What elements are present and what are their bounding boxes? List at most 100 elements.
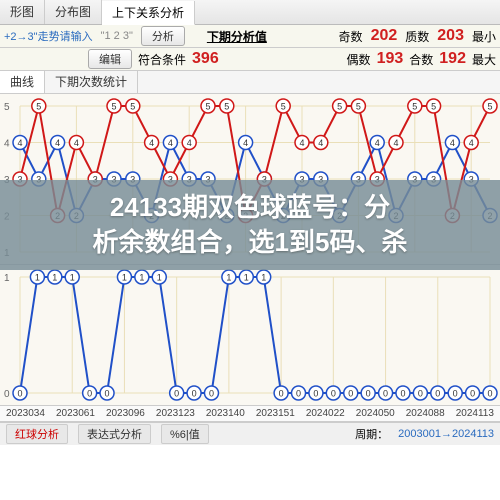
stat-odd-label: 奇数 [339,28,363,45]
svg-text:2: 2 [487,211,492,221]
svg-text:0: 0 [348,389,353,399]
period-value: 2003001→2024113 [398,428,494,440]
svg-text:0: 0 [174,389,179,399]
svg-text:1: 1 [226,273,231,283]
svg-text:3: 3 [168,175,173,185]
svg-text:2: 2 [149,211,154,221]
sub-tab-next-count[interactable]: 下期次数统计 [45,71,138,93]
svg-text:0: 0 [366,389,371,399]
svg-text:3: 3 [412,175,417,185]
x-tick: 2023096 [106,408,145,419]
app-window: 形图 分布图 上下关系分析 +2→3"走势请输入 "1 2 3" 分析 下期分析… [0,0,500,500]
svg-text:4: 4 [299,138,304,148]
svg-text:1: 1 [157,273,162,283]
svg-text:4: 4 [4,139,10,150]
svg-text:5: 5 [224,102,229,112]
svg-text:0: 0 [453,389,458,399]
stat-composite-label: 合数 [409,51,433,68]
x-axis-ticks: 2023034 2023061 2023096 2023123 2023140 20231… [0,406,500,422]
svg-text:4: 4 [74,138,79,148]
svg-text:1: 1 [70,273,75,283]
bottom-tab-mod6[interactable]: %6|值 [161,424,209,444]
svg-text:3: 3 [130,175,135,185]
svg-text:4: 4 [318,138,323,148]
svg-text:0: 0 [400,389,405,399]
svg-text:0: 0 [383,389,388,399]
svg-text:2: 2 [74,211,79,221]
svg-text:3: 3 [4,175,10,186]
svg-text:2: 2 [337,211,342,221]
svg-text:4: 4 [187,138,192,148]
svg-text:3: 3 [318,175,323,185]
analyze-button[interactable]: 分析 [141,26,185,46]
stat-even-label: 偶数 [347,51,371,68]
stat-even-value: 193 [377,50,404,68]
svg-text:3: 3 [356,175,361,185]
match-value: 396 [192,50,219,68]
x-tick: 2023151 [256,408,295,419]
edit-button[interactable]: 编辑 [88,49,132,69]
svg-text:5: 5 [356,102,361,112]
tab-shape-chart[interactable]: 形图 [0,0,45,24]
svg-text:4: 4 [450,138,455,148]
bottom-chart: 010111001110001110000000000000 [0,265,500,406]
stat-prime-value: 203 [437,27,464,45]
x-tick: 2023140 [206,408,245,419]
svg-text:2: 2 [393,211,398,221]
svg-text:1: 1 [4,248,10,259]
x-tick: 2024113 [456,408,494,419]
hint-bar: +2→3"走势请输入 "1 2 3" 分析 下期分析值 奇数 202 质数 20… [0,25,500,48]
svg-text:5: 5 [205,102,210,112]
svg-text:0: 0 [418,389,423,399]
tab-distribution[interactable]: 分布图 [45,0,102,24]
svg-text:0: 0 [105,389,110,399]
svg-text:4: 4 [393,138,398,148]
svg-text:3: 3 [375,175,380,185]
svg-text:0: 0 [435,389,440,399]
x-tick: 2024050 [356,408,395,419]
svg-text:3: 3 [469,175,474,185]
x-tick: 2023123 [156,408,195,419]
svg-text:1: 1 [52,273,57,283]
bottom-tab-expr-analysis[interactable]: 表达式分析 [78,424,151,444]
bottom-tab-red-analysis[interactable]: 红球分析 [6,424,68,444]
svg-text:0: 0 [192,389,197,399]
svg-text:0: 0 [209,389,214,399]
svg-text:2: 2 [4,212,10,223]
stat-min-label: 最小 [472,28,496,45]
svg-text:4: 4 [17,138,22,148]
bottom-status-bar: 红球分析 表达式分析 %6|值 周期： 2003001→2024113 [0,422,500,445]
svg-text:5: 5 [130,102,135,112]
svg-text:5: 5 [337,102,342,112]
svg-text:2: 2 [224,211,229,221]
top-chart: 1234543423332433243233234233432352435543… [0,94,500,265]
svg-text:1: 1 [261,273,266,283]
svg-text:2: 2 [281,211,286,221]
x-tick: 2023034 [6,408,45,419]
svg-text:4: 4 [375,138,380,148]
svg-text:0: 0 [17,389,22,399]
svg-text:3: 3 [205,175,210,185]
svg-text:0: 0 [331,389,336,399]
svg-text:1: 1 [244,273,249,283]
svg-text:5: 5 [111,102,116,112]
tab-relation-analysis[interactable]: 上下关系分析 [102,1,195,25]
top-chart-svg: 1234543423332433243233234233432352435543… [0,94,500,264]
svg-text:5: 5 [431,102,436,112]
stat-max-label: 最大 [472,51,496,68]
svg-text:0: 0 [279,389,284,399]
svg-text:3: 3 [299,175,304,185]
svg-text:0: 0 [87,389,92,399]
stats-bar-2: 编辑 符合条件 396 偶数 193 合数 192 最大 [0,48,500,71]
match-label: 符合条件 [138,51,186,68]
x-tick: 2023061 [56,408,95,419]
svg-text:0: 0 [313,389,318,399]
svg-text:0: 0 [296,389,301,399]
sub-tab-curve[interactable]: 曲线 [0,71,45,93]
trend-hint-text: +2→3"走势请输入 [4,28,93,44]
svg-text:3: 3 [17,175,22,185]
svg-text:3: 3 [262,175,267,185]
svg-text:4: 4 [168,138,173,148]
svg-text:3: 3 [36,175,41,185]
bottom-chart-svg: 010111001110001110000000000000 [0,265,500,405]
